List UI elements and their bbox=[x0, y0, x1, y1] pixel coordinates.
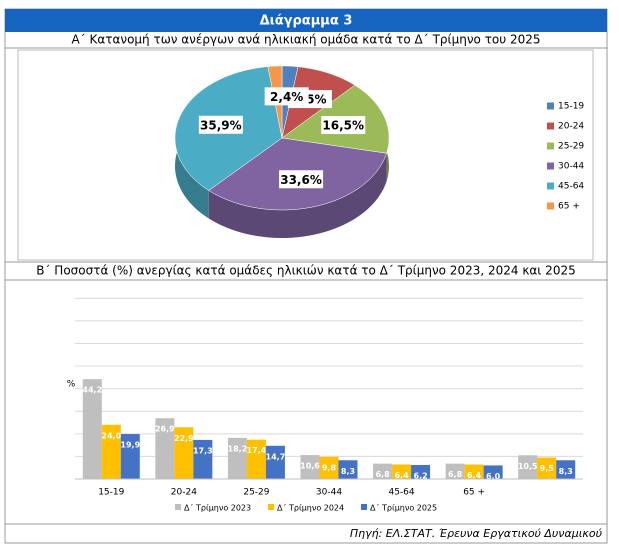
header-title: Διάγραμμα 3 bbox=[260, 14, 353, 29]
bar bbox=[411, 464, 431, 479]
x-tick-label: 65 + bbox=[463, 488, 485, 498]
x-tick-label: 30-44 bbox=[316, 488, 342, 498]
data-label: 24,0 bbox=[101, 431, 121, 440]
data-label: 6,0 bbox=[486, 472, 501, 481]
data-label: 9,5 bbox=[540, 464, 555, 473]
legend-label: Δ΄ Τρίμηνο 2023 bbox=[184, 503, 251, 513]
bar bbox=[445, 463, 465, 479]
data-label: 8,3 bbox=[341, 467, 355, 476]
legend-label: 15-19 bbox=[558, 102, 584, 112]
pie-chart: 9,5%16,5%33,6%35,9%2,4%15-1920-2425-2930… bbox=[174, 65, 584, 238]
x-tick-label: 45-64 bbox=[388, 488, 414, 498]
data-label: 35,9% bbox=[200, 118, 242, 132]
legend-swatch bbox=[547, 122, 554, 130]
bar-title: Β΄ Ποσοστά (%) ανεργίας κατά ομάδες ηλικ… bbox=[36, 264, 575, 278]
data-label: 17,4 bbox=[247, 446, 267, 455]
bar bbox=[518, 455, 538, 479]
legend-label: Δ΄ Τρίμηνο 2025 bbox=[370, 503, 437, 513]
data-label: 10,5 bbox=[518, 462, 538, 471]
data-label: 2,4% bbox=[270, 90, 303, 104]
data-label: 19,9 bbox=[120, 441, 140, 450]
bar bbox=[227, 437, 247, 479]
bar bbox=[120, 434, 140, 479]
data-label: 6,4 bbox=[394, 471, 409, 480]
data-label: 14,7 bbox=[266, 452, 286, 461]
label-box bbox=[279, 170, 324, 189]
data-label: 10,6 bbox=[300, 462, 320, 471]
label-box bbox=[264, 87, 309, 106]
data-label: 16,5% bbox=[322, 119, 364, 133]
bar bbox=[483, 465, 503, 479]
bar bbox=[300, 455, 320, 479]
legend-swatch bbox=[547, 182, 554, 190]
label-box bbox=[321, 116, 366, 135]
legend-swatch bbox=[547, 202, 554, 210]
data-label: 18,2 bbox=[228, 444, 248, 453]
legend-swatch bbox=[547, 102, 554, 110]
bar bbox=[392, 464, 412, 479]
legend-label: 20-24 bbox=[558, 122, 584, 132]
data-label: 44,2 bbox=[82, 386, 102, 395]
data-label: 6,8 bbox=[375, 470, 390, 479]
bar bbox=[338, 460, 358, 479]
legend-label: 30-44 bbox=[558, 162, 584, 172]
bar bbox=[82, 379, 102, 479]
legend-label: 25-29 bbox=[558, 142, 584, 152]
data-label: 22,9 bbox=[174, 434, 194, 443]
data-label: 33,6% bbox=[280, 173, 322, 187]
legend-swatch bbox=[547, 162, 554, 170]
bar bbox=[373, 463, 393, 479]
data-label: 6,2 bbox=[413, 471, 427, 480]
data-label: 9,8 bbox=[322, 463, 337, 472]
bar bbox=[265, 445, 285, 479]
y-axis-label: % bbox=[67, 380, 76, 390]
x-tick-label: 20-24 bbox=[171, 488, 197, 498]
legend-swatch bbox=[361, 504, 367, 510]
data-label: 26,9 bbox=[155, 425, 175, 434]
x-tick-label: 25-29 bbox=[243, 488, 269, 498]
data-label: 6,8 bbox=[448, 470, 463, 479]
bar bbox=[319, 456, 339, 479]
pie-title: Α΄ Κατανομή των ανέργων ανά ηλικιακή ομά… bbox=[71, 33, 540, 47]
header-bar bbox=[5, 9, 607, 32]
x-tick-label: 15-19 bbox=[98, 488, 124, 498]
data-label: 8,3 bbox=[559, 467, 573, 476]
slice-side bbox=[208, 153, 387, 238]
legend-swatch bbox=[268, 504, 274, 510]
legend-swatch bbox=[547, 142, 554, 150]
bar bbox=[246, 439, 266, 479]
label-box bbox=[198, 115, 243, 134]
bar bbox=[101, 424, 121, 479]
bar bbox=[193, 439, 213, 479]
legend-label: 65 + bbox=[558, 202, 580, 212]
legend-label: 45-64 bbox=[558, 182, 584, 192]
bar bbox=[174, 427, 194, 479]
bar bbox=[464, 464, 484, 479]
source: Πηγή: ΕΛ.ΣΤΑΤ. Έρευνα Εργατικού Δυναμικο… bbox=[350, 527, 602, 540]
bar bbox=[155, 418, 175, 479]
bar bbox=[556, 460, 576, 479]
data-label: 6,4 bbox=[467, 471, 482, 480]
bar bbox=[537, 457, 557, 479]
legend-label: Δ΄ Τρίμηνο 2024 bbox=[277, 503, 344, 513]
legend-swatch bbox=[175, 504, 181, 510]
data-label: 17,3 bbox=[193, 446, 213, 455]
